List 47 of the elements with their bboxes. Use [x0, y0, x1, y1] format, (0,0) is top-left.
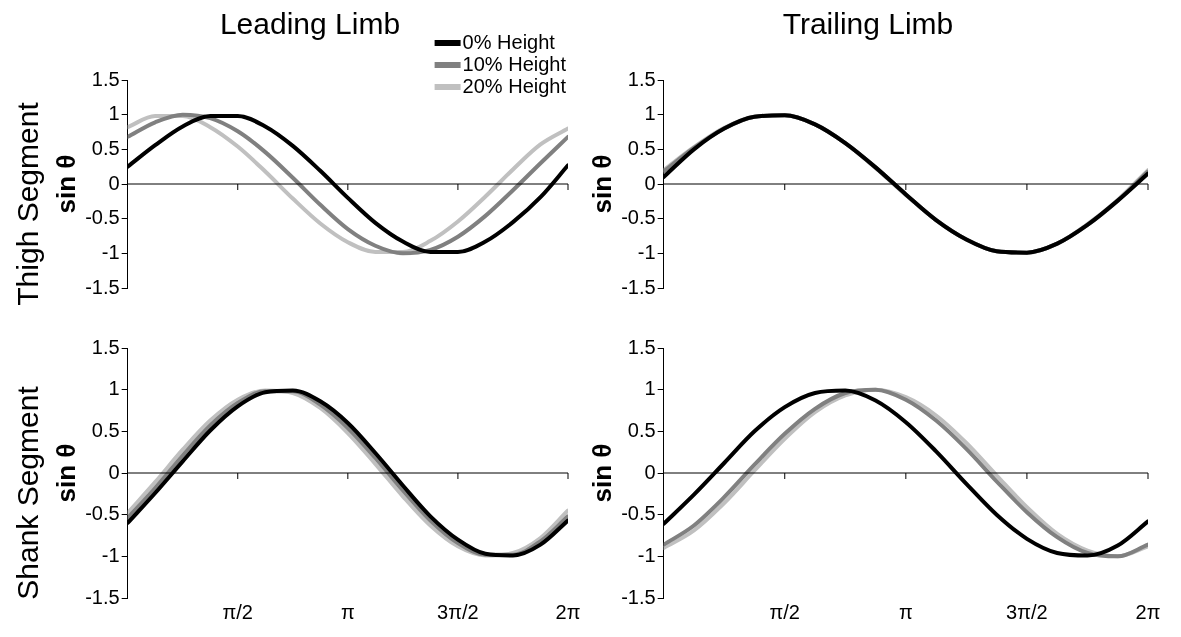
- chart-title: Leading Limb: [219, 7, 401, 41]
- x-tick-label: 3π/2: [1006, 600, 1048, 623]
- y-tick-label: 1: [108, 102, 120, 125]
- x-tick-label: 3π/2: [437, 600, 479, 623]
- y-tick-label: 1: [644, 377, 656, 400]
- y-axis-title: sin θ: [586, 154, 617, 214]
- y-tick-label: 0: [644, 460, 656, 483]
- text: Shank Segment: [11, 385, 45, 600]
- y-tick-label: -1: [101, 543, 120, 566]
- y-tick-label: -1.5: [621, 585, 656, 608]
- legend-label: 20% Height: [462, 74, 567, 97]
- legend-label: 0% Height: [462, 30, 556, 53]
- y-tick-label: 0.5: [627, 136, 656, 159]
- x-tick-label: π/2: [222, 600, 253, 623]
- y-tick-label: 1.5: [627, 67, 656, 90]
- x-tick-label: π/2: [769, 600, 800, 623]
- y-axis-title: sin θ: [50, 443, 81, 503]
- y-tick-label: 0: [108, 171, 120, 194]
- y-tick-label: -1.5: [85, 585, 120, 608]
- y-tick-label: 1.5: [91, 335, 120, 358]
- y-tick-label: -0.5: [621, 206, 656, 229]
- y-tick-label: -0.5: [85, 502, 120, 525]
- x-tick-label: 2π: [555, 600, 581, 623]
- y-tick-label: 1.5: [91, 67, 120, 90]
- text: Thigh Segment: [11, 101, 45, 306]
- y-tick-label: 0.5: [91, 136, 120, 159]
- y-tick-label: 1: [108, 377, 120, 400]
- y-tick-label: -1: [637, 543, 656, 566]
- y-tick-label: -1: [637, 240, 656, 263]
- y-tick-label: -0.5: [85, 206, 120, 229]
- legend-label: 10% Height: [462, 52, 567, 75]
- y-tick-label: -1.5: [85, 275, 120, 298]
- x-tick-label: π: [898, 600, 913, 623]
- y-tick-label: -1: [101, 240, 120, 263]
- y-tick-label: 0: [108, 460, 120, 483]
- y-tick-label: -1.5: [621, 275, 656, 298]
- chart-title: Trailing Limb: [782, 7, 954, 41]
- y-axis-title: sin θ: [50, 154, 81, 214]
- y-tick-label: 0: [644, 171, 656, 194]
- y-tick-label: 1.5: [627, 335, 656, 358]
- x-tick-label: π: [340, 600, 355, 623]
- y-tick-label: -0.5: [621, 502, 656, 525]
- y-tick-label: 0.5: [627, 418, 656, 441]
- x-tick-label: 2π: [1135, 600, 1161, 623]
- y-tick-label: 0.5: [91, 418, 120, 441]
- y-axis-title: sin θ: [586, 443, 617, 503]
- y-tick-label: 1: [644, 102, 656, 125]
